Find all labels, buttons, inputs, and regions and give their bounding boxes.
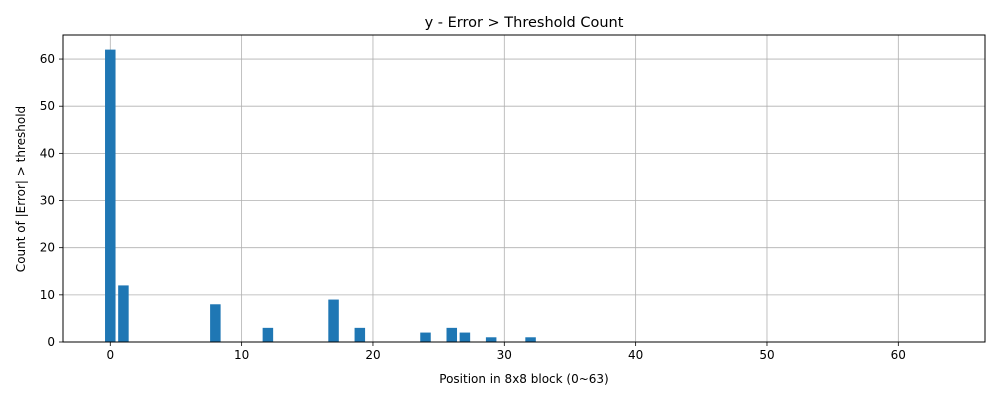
x-tick-label: 20 [365, 348, 380, 362]
y-tick-label: 30 [40, 194, 55, 208]
bars [105, 49, 536, 342]
y-tick-label: 20 [40, 241, 55, 255]
y-tick-label: 60 [40, 52, 55, 66]
bar [354, 327, 366, 342]
y-tick-label: 40 [40, 146, 55, 160]
bar [328, 299, 339, 342]
x-tick-label: 40 [628, 348, 643, 362]
bar [485, 337, 497, 342]
x-axis-label: Position in 8x8 block (0~63) [439, 372, 608, 386]
x-tick-label: 50 [759, 348, 774, 362]
y-axis-label: Count of |Error| > threshold [14, 106, 28, 272]
bar [525, 337, 536, 342]
plot-frame [62, 34, 986, 343]
y-axis-ticks: 0 10 20 30 40 50 60 [40, 52, 63, 349]
y-tick-label: 0 [47, 335, 55, 349]
bar [118, 285, 129, 342]
bar [420, 332, 431, 342]
bar [210, 304, 221, 342]
x-tick-label: 0 [106, 348, 114, 362]
x-tick-label: 10 [234, 348, 249, 362]
bar [105, 49, 116, 342]
grid-lines [63, 35, 985, 343]
bar [262, 327, 274, 342]
bar [446, 327, 458, 342]
y-tick-label: 50 [40, 99, 55, 113]
x-tick-label: 30 [497, 348, 512, 362]
x-tick-label: 60 [891, 348, 906, 362]
bar [459, 332, 471, 342]
y-tick-label: 10 [40, 288, 55, 302]
chart-title: y - Error > Threshold Count [425, 15, 624, 31]
x-axis-ticks: 0 10 20 30 40 50 60 [106, 342, 906, 362]
